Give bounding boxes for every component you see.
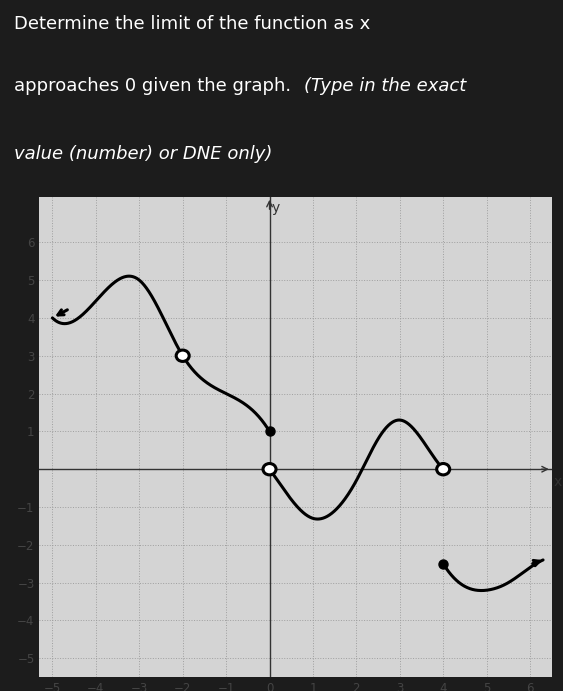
Circle shape — [176, 350, 189, 361]
Text: value (number) or DNE only): value (number) or DNE only) — [14, 145, 272, 163]
Text: Determine the limit of the function as x: Determine the limit of the function as x — [14, 15, 370, 33]
Text: (Type in the exact: (Type in the exact — [304, 77, 466, 95]
Text: y: y — [272, 200, 280, 215]
Circle shape — [437, 464, 450, 475]
Text: approaches 0 given the graph.: approaches 0 given the graph. — [14, 77, 297, 95]
Circle shape — [263, 464, 276, 475]
Text: x: x — [554, 475, 562, 489]
